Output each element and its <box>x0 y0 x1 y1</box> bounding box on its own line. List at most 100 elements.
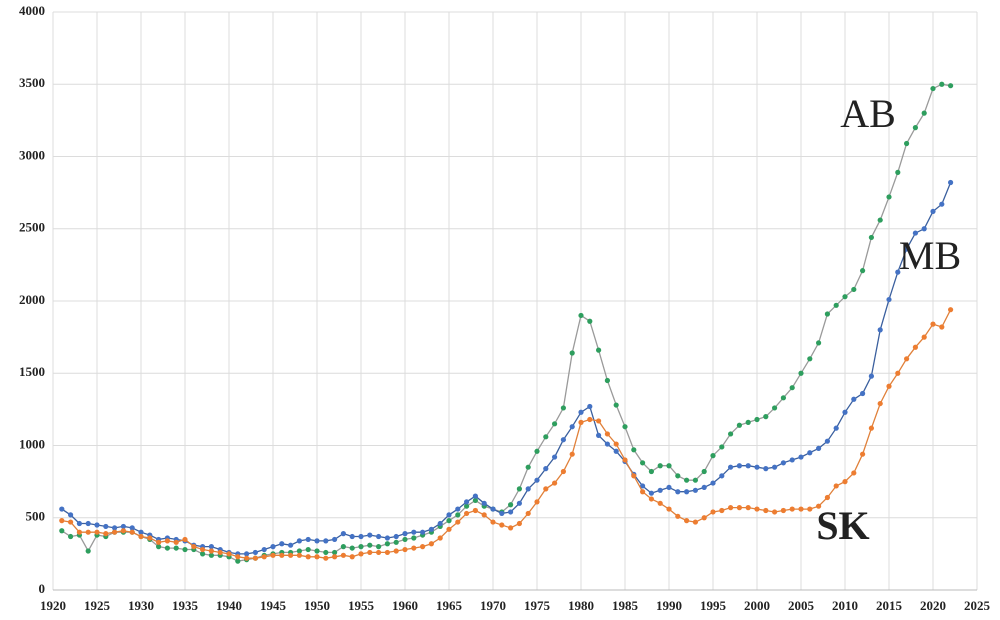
y-tick-label: 500 <box>26 509 46 524</box>
data-point <box>68 533 74 540</box>
data-point <box>930 208 936 215</box>
series-line <box>61 83 951 562</box>
data-point <box>235 554 241 560</box>
data-point <box>499 522 505 528</box>
data-point <box>692 519 699 525</box>
data-point <box>719 507 725 514</box>
data-point <box>807 450 813 456</box>
data-point <box>842 409 848 415</box>
data-point <box>948 307 954 313</box>
data-point <box>657 487 663 493</box>
data-point <box>446 512 452 518</box>
data-point <box>349 545 355 551</box>
data-point <box>692 477 699 483</box>
data-point <box>358 533 364 540</box>
data-point <box>543 486 549 492</box>
data-point <box>103 531 109 537</box>
data-point <box>112 529 118 535</box>
data-point <box>692 487 699 493</box>
data-point <box>816 340 822 346</box>
data-point <box>701 468 707 475</box>
data-point <box>358 551 364 557</box>
data-point <box>428 541 434 547</box>
data-point <box>200 546 206 553</box>
data-point <box>543 434 549 440</box>
data-point <box>868 373 875 379</box>
data-point <box>886 296 892 303</box>
x-tick-label: 2010 <box>832 598 858 613</box>
y-tick-label: 3500 <box>19 75 45 90</box>
data-point <box>930 321 936 327</box>
data-point <box>103 523 109 530</box>
data-point <box>296 552 302 558</box>
data-point <box>895 269 901 275</box>
data-point <box>745 505 751 511</box>
data-point <box>59 506 65 512</box>
data-point <box>340 552 346 558</box>
data-point <box>604 431 611 437</box>
data-point <box>780 507 787 514</box>
data-point <box>587 416 593 423</box>
x-tick-label: 2005 <box>788 598 815 613</box>
data-point <box>516 486 523 492</box>
data-point <box>719 473 725 479</box>
data-point <box>296 548 302 554</box>
data-point <box>332 554 338 560</box>
series-line <box>61 182 952 555</box>
data-point <box>710 509 716 515</box>
y-tick-label: 4000 <box>19 3 45 18</box>
data-point <box>824 494 831 501</box>
data-point <box>446 518 452 524</box>
data-point <box>525 510 531 517</box>
x-tick-label: 1930 <box>128 598 154 613</box>
data-point <box>367 549 373 556</box>
data-point <box>596 432 602 438</box>
y-tick-label: 2500 <box>19 220 45 235</box>
data-point <box>200 551 206 557</box>
data-point <box>164 545 170 551</box>
data-point <box>798 506 804 512</box>
data-point <box>798 370 804 376</box>
data-point <box>437 535 443 541</box>
data-point <box>640 483 646 489</box>
data-point <box>534 448 540 454</box>
data-point <box>384 535 390 541</box>
data-point <box>420 529 426 535</box>
data-point <box>464 503 470 509</box>
data-point <box>472 507 478 514</box>
data-point <box>728 464 734 470</box>
data-point <box>138 529 144 535</box>
data-point <box>675 473 681 479</box>
data-point <box>314 554 320 560</box>
data-point <box>631 447 637 453</box>
data-point <box>851 470 857 476</box>
data-point <box>596 347 602 353</box>
data-point <box>569 424 575 430</box>
data-point <box>833 302 839 308</box>
data-point <box>164 538 170 544</box>
data-point <box>516 520 523 527</box>
data-point <box>349 554 355 560</box>
data-point <box>472 493 478 499</box>
data-point <box>525 464 531 470</box>
data-point <box>305 554 311 560</box>
data-point <box>481 500 487 506</box>
y-tick-label: 0 <box>39 581 46 596</box>
data-point <box>851 396 857 402</box>
data-point <box>587 403 593 410</box>
x-tick-label: 1985 <box>612 598 639 613</box>
data-point <box>842 479 848 485</box>
data-point <box>710 453 716 459</box>
data-point <box>877 217 883 223</box>
data-point <box>94 529 100 535</box>
data-point <box>156 539 162 545</box>
data-point <box>376 549 382 556</box>
data-point <box>147 535 153 541</box>
x-tick-label: 1980 <box>568 598 594 613</box>
data-point <box>288 552 294 558</box>
series-label: SK <box>816 503 869 548</box>
data-point <box>657 463 663 469</box>
y-tick-label: 2000 <box>19 292 45 307</box>
x-tick-label: 1970 <box>480 598 506 613</box>
